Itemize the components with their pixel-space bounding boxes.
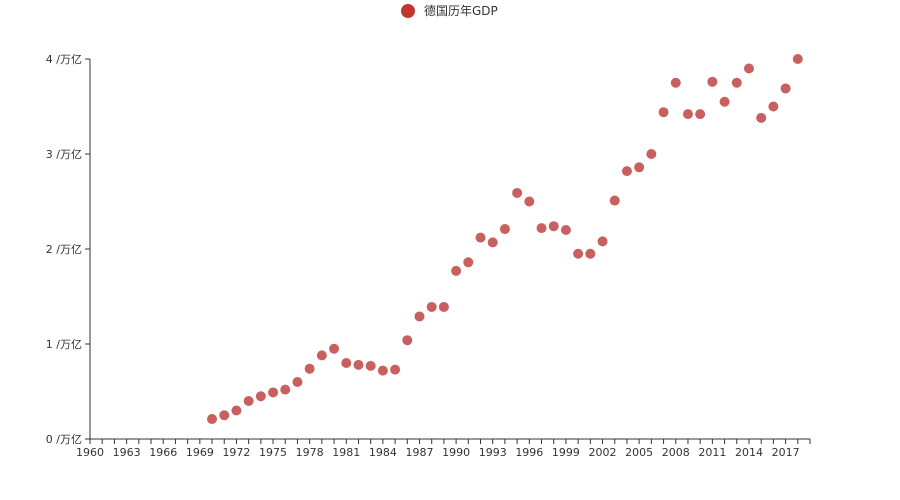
data-point[interactable] (426, 301, 437, 312)
data-point[interactable] (451, 265, 462, 276)
y-tick-label: 1 /万亿 (46, 338, 82, 351)
x-tick-label: 2005 (625, 446, 653, 459)
data-point[interactable] (743, 63, 754, 74)
data-point[interactable] (304, 363, 315, 374)
x-tick-label: 1978 (296, 446, 324, 459)
data-point[interactable] (377, 365, 388, 376)
data-point[interactable] (463, 257, 474, 268)
x-tick-label: 1999 (552, 446, 580, 459)
data-point[interactable] (353, 359, 364, 370)
data-point[interactable] (646, 149, 657, 159)
data-point[interactable] (207, 414, 218, 425)
x-tick-label: 1981 (332, 446, 360, 459)
y-tick-label: 4 /万亿 (46, 53, 82, 66)
y-tick-label: 0 /万亿 (46, 433, 82, 446)
data-point[interactable] (268, 387, 279, 398)
data-point[interactable] (707, 76, 718, 87)
x-axis: 1960 1963 1966 1969 1972 1975 1978 1981 1984 1987… (76, 439, 811, 459)
x-tick-label: 1972 (222, 446, 250, 459)
x-tick-label: 1993 (479, 446, 507, 459)
data-point[interactable] (560, 225, 571, 235)
data-point[interactable] (670, 77, 681, 88)
data-point[interactable] (658, 107, 669, 118)
data-point[interactable] (390, 364, 401, 375)
x-tick-label: 2014 (735, 446, 763, 459)
data-point[interactable] (780, 83, 791, 94)
x-tick-label: 1966 (149, 446, 177, 459)
x-tick-label: 1990 (442, 446, 470, 459)
x-tick-label: 2002 (589, 446, 617, 459)
data-point[interactable] (329, 343, 340, 354)
x-tick-label: 1975 (259, 446, 287, 459)
data-point[interactable] (573, 248, 584, 259)
data-point[interactable] (719, 96, 730, 107)
data-point[interactable] (499, 224, 510, 235)
x-tick-label: 1996 (515, 446, 543, 459)
x-tick-label: 1987 (405, 446, 433, 459)
legend[interactable]: 德国历年GDP (401, 3, 498, 18)
data-point[interactable] (255, 391, 266, 402)
x-tick-label: 2011 (698, 446, 726, 459)
data-point[interactable] (756, 112, 767, 123)
data-point[interactable] (621, 166, 632, 177)
data-point[interactable] (231, 405, 242, 416)
data-point[interactable] (585, 248, 596, 259)
scatter-series (207, 54, 803, 425)
data-point[interactable] (682, 109, 693, 120)
data-point[interactable] (731, 77, 742, 88)
y-axis: 0 /万亿 1 /万亿 2 /万亿 3 /万亿 4 /万亿 (46, 53, 90, 446)
data-point[interactable] (402, 335, 413, 346)
data-point[interactable] (475, 232, 486, 243)
x-tick-label: 1963 (113, 446, 141, 459)
y-tick-label: 2 /万亿 (46, 243, 82, 256)
data-point[interactable] (365, 360, 376, 371)
data-point[interactable] (768, 101, 779, 112)
x-tick-label: 1969 (186, 446, 214, 459)
data-point[interactable] (634, 162, 645, 173)
data-point[interactable] (792, 54, 803, 64)
data-point[interactable] (219, 410, 230, 421)
legend-marker (401, 4, 415, 18)
data-point[interactable] (316, 350, 327, 361)
x-tick-label: 2017 (772, 446, 800, 459)
x-tick-label: 1960 (76, 446, 104, 459)
legend-label: 德国历年GDP (424, 3, 498, 18)
data-point[interactable] (292, 377, 303, 387)
data-point[interactable] (280, 384, 291, 395)
data-point[interactable] (536, 223, 547, 234)
data-point[interactable] (548, 221, 559, 232)
data-point[interactable] (438, 301, 449, 312)
data-point[interactable] (609, 195, 620, 206)
data-point[interactable] (243, 396, 254, 406)
data-point[interactable] (512, 187, 523, 198)
data-point[interactable] (341, 358, 352, 368)
y-tick-label: 3 /万亿 (46, 148, 82, 161)
data-point[interactable] (695, 109, 706, 120)
x-tick-label: 1984 (369, 446, 397, 459)
x-tick-label: 2008 (662, 446, 690, 459)
data-point[interactable] (487, 237, 498, 248)
data-point[interactable] (597, 236, 608, 247)
data-point[interactable] (524, 196, 535, 207)
data-point[interactable] (414, 311, 425, 322)
